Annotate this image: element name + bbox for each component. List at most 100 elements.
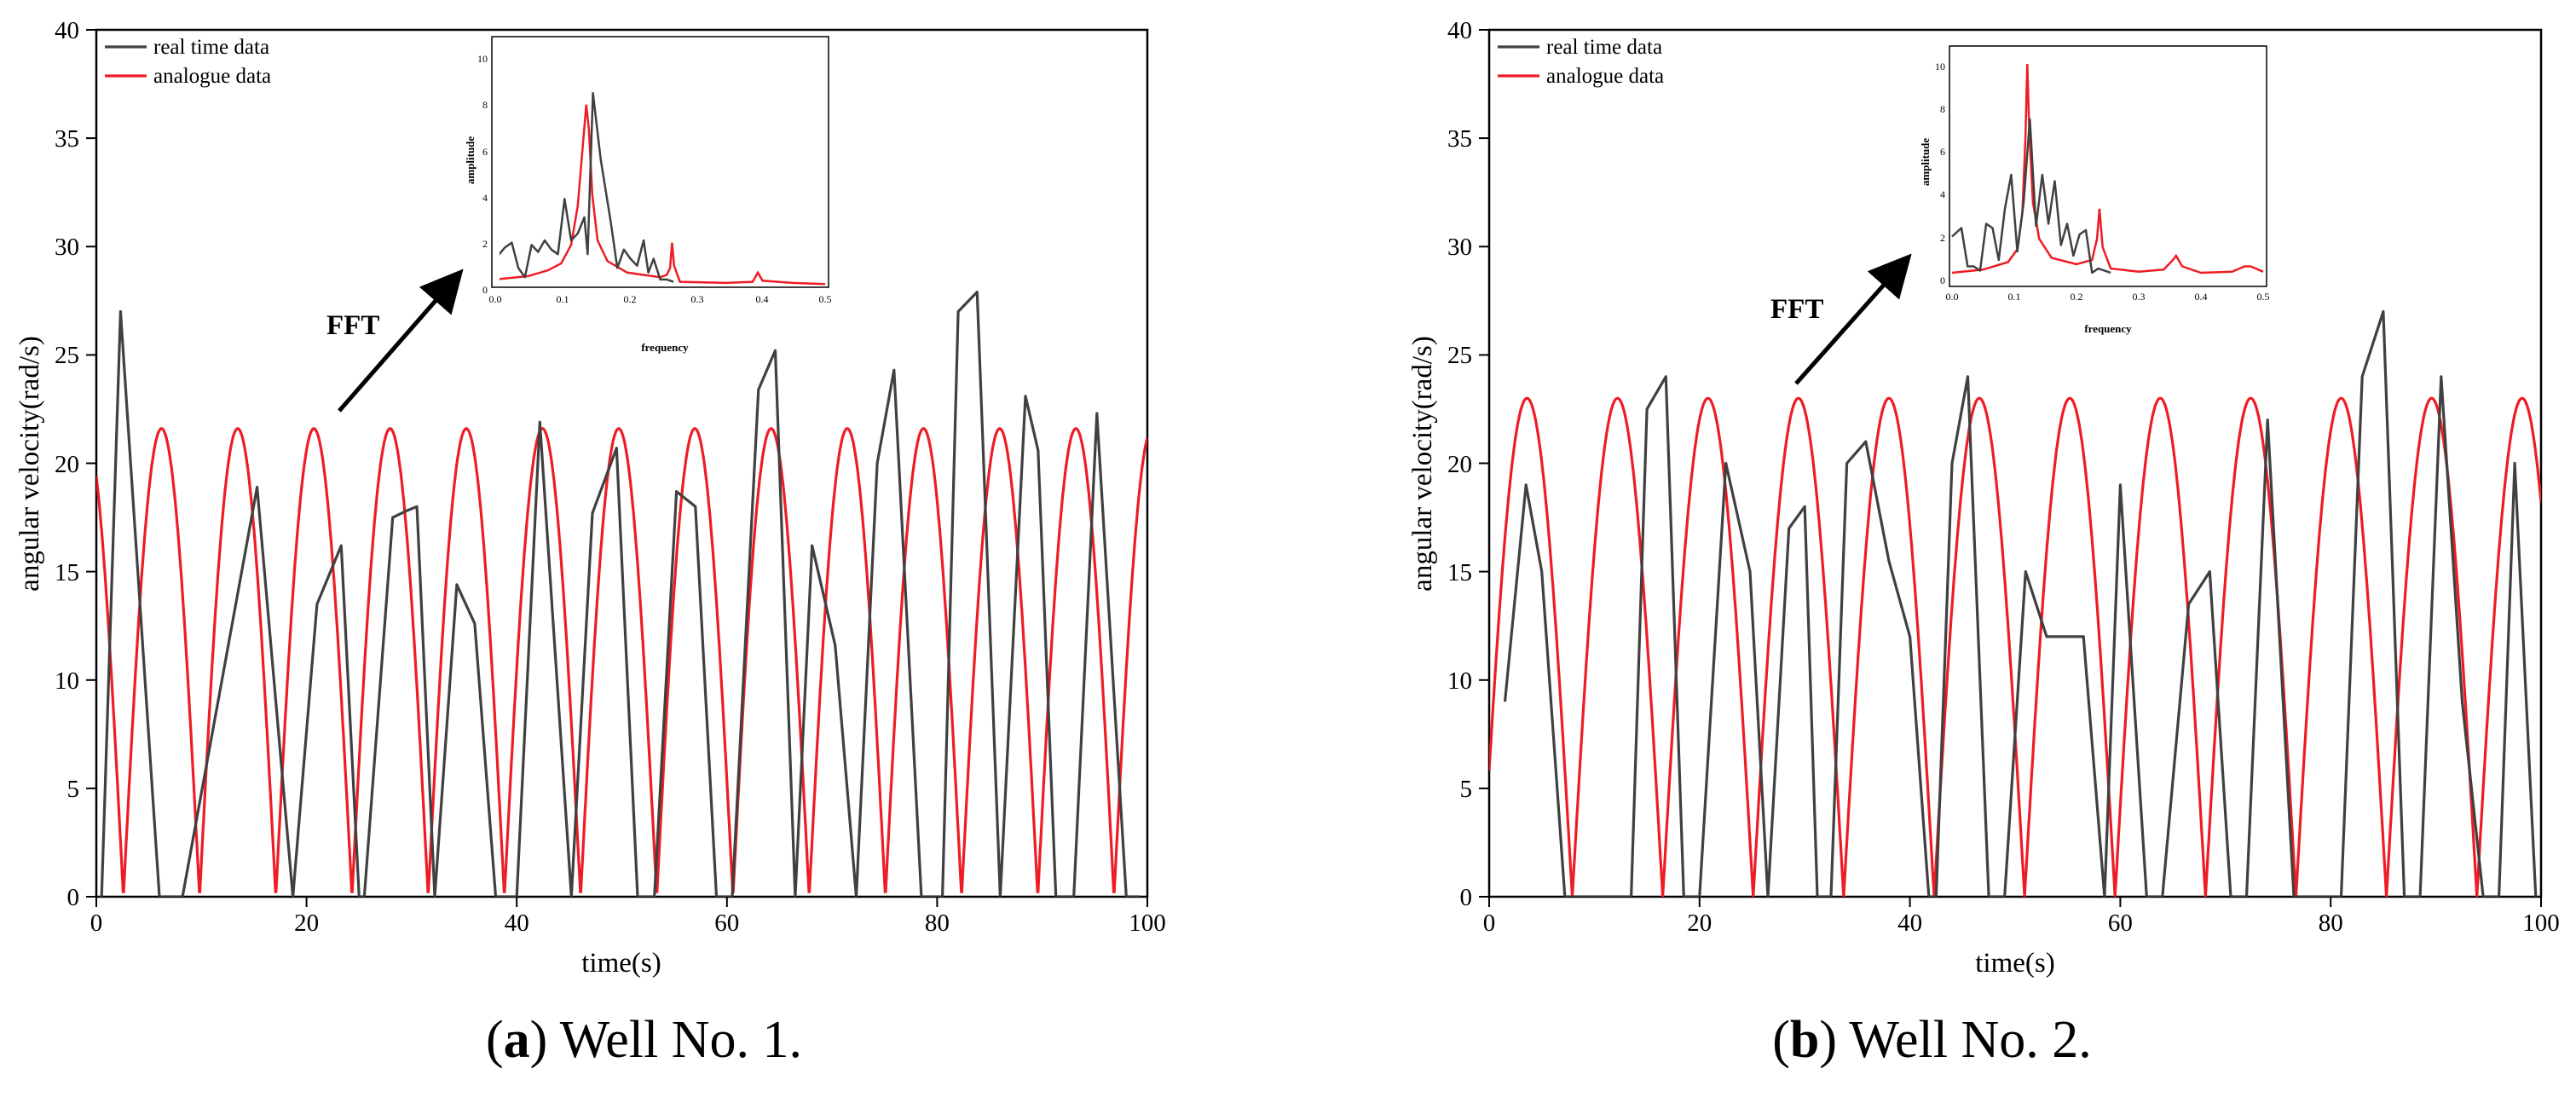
inset-x-tick-label: 0.2 xyxy=(624,293,637,305)
inset-y-tick-label: 4 xyxy=(482,192,488,204)
y-tick-label: 20 xyxy=(1447,451,1472,478)
series-real-time-line xyxy=(1503,309,2538,897)
legend-label-real-time: real time data xyxy=(153,36,269,59)
x-tick-label: 0 xyxy=(90,910,103,937)
legend: real time data analogue data xyxy=(105,36,271,88)
caption-letter: a xyxy=(503,1011,530,1069)
legend: real time data analogue data xyxy=(1498,36,1664,88)
inset-frame xyxy=(491,36,829,288)
fft-arrow xyxy=(338,269,464,413)
inset-x-axis-title: frequency xyxy=(641,341,689,354)
inset-frame xyxy=(1949,45,2267,287)
inset-y-tick-label: 8 xyxy=(1940,103,1945,115)
y-axis: 0 5 10 15 20 25 30 35 40 xyxy=(1447,17,1489,911)
inset-x-tick-label: 0.2 xyxy=(2071,291,2083,303)
x-tick-label: 80 xyxy=(925,910,950,937)
inset-x-axis-title: frequency xyxy=(2084,322,2132,335)
legend-label-analogue: analogue data xyxy=(1546,65,1664,88)
inset-y-tick-label: 0 xyxy=(1940,274,1945,286)
x-tick-label: 80 xyxy=(2319,910,2343,937)
y-tick-label: 15 xyxy=(55,559,79,586)
inset-series-real-time xyxy=(1951,118,2111,274)
series-analogue-line xyxy=(96,427,1147,893)
inset-x-tick-label: 0.3 xyxy=(2133,291,2146,303)
x-axis: 0 20 40 60 80 100 xyxy=(90,897,1166,937)
y-tick-label: 35 xyxy=(55,125,79,153)
y-tick-label: 15 xyxy=(1447,559,1472,586)
inset-x-axis: 0.0 0.1 0.2 0.3 0.4 0.5 xyxy=(489,293,832,305)
chart-well-1: 0 5 10 15 20 25 30 35 40 0 20 40 60 80 1… xyxy=(14,17,1166,979)
inset-x-tick-label: 0.0 xyxy=(1946,291,1959,303)
legend-label-analogue: analogue data xyxy=(153,65,271,88)
inset-fft-chart: 0 2 4 6 8 10 0.0 0.1 0.2 0.3 0.4 0.5 fre… xyxy=(1919,45,2270,335)
x-tick-label: 0 xyxy=(1483,910,1496,937)
inset-y-tick-label: 10 xyxy=(477,53,488,65)
x-tick-label: 20 xyxy=(294,910,319,937)
inset-x-tick-label: 0.5 xyxy=(819,293,832,305)
caption-well-1: (a) Well No. 1. xyxy=(486,1011,802,1069)
y-tick-label: 5 xyxy=(1460,776,1473,803)
inset-x-tick-label: 0.0 xyxy=(489,293,502,305)
inset-y-tick-label: 10 xyxy=(1935,61,1945,72)
y-tick-label: 40 xyxy=(1447,17,1472,44)
inset-y-axis: 0 2 4 6 8 10 xyxy=(1935,61,1945,286)
y-axis-title: angular velocity(rad/s) xyxy=(14,336,45,592)
inset-y-tick-label: 4 xyxy=(1940,188,1945,200)
y-axis-title: angular velocity(rad/s) xyxy=(1407,336,1438,592)
inset-x-tick-label: 0.1 xyxy=(2008,291,2021,303)
inset-y-tick-label: 2 xyxy=(1940,232,1945,244)
x-tick-label: 100 xyxy=(2522,910,2560,937)
y-tick-label: 35 xyxy=(1447,125,1472,153)
fft-annotation-label: FFT xyxy=(1770,294,1823,325)
inset-y-tick-label: 2 xyxy=(482,238,488,250)
inset-y-tick-label: 0 xyxy=(482,284,488,296)
y-tick-label: 25 xyxy=(1447,342,1472,369)
inset-y-axis: 0 2 4 6 8 10 xyxy=(477,53,488,296)
y-tick-label: 20 xyxy=(55,451,79,478)
fft-annotation-label: FFT xyxy=(326,310,379,341)
series-analogue-line xyxy=(1489,396,2541,897)
x-axis-title: time(s) xyxy=(581,948,661,979)
inset-x-tick-label: 0.4 xyxy=(2195,291,2208,303)
inset-y-axis-title: amplitude xyxy=(464,136,477,185)
y-tick-label: 30 xyxy=(55,234,79,261)
inset-x-tick-label: 0.3 xyxy=(691,293,704,305)
series-real-time-line xyxy=(100,291,1141,897)
inset-x-tick-label: 0.1 xyxy=(557,293,569,305)
panel-well-1: 0 5 10 15 20 25 30 35 40 0 20 40 60 80 1… xyxy=(14,17,1166,1069)
caption-letter: b xyxy=(1789,1011,1820,1069)
y-tick-label: 40 xyxy=(55,17,79,44)
x-tick-label: 60 xyxy=(714,910,739,937)
chart-well-2: 0 5 10 15 20 25 30 35 40 0 20 40 60 80 1… xyxy=(1407,17,2560,979)
y-tick-label: 25 xyxy=(55,342,79,369)
inset-y-tick-label: 6 xyxy=(482,146,488,158)
inset-series-real-time xyxy=(500,91,674,283)
y-tick-label: 5 xyxy=(67,776,80,803)
x-tick-label: 40 xyxy=(1897,910,1922,937)
y-tick-label: 0 xyxy=(67,884,80,911)
fft-arrow xyxy=(1794,253,1912,385)
inset-y-tick-label: 8 xyxy=(482,99,488,111)
panel-well-2: 0 5 10 15 20 25 30 35 40 0 20 40 60 80 1… xyxy=(1288,0,2576,1103)
inset-y-axis-title: amplitude xyxy=(1919,138,1932,187)
caption-well-2: (b) Well No. 2. xyxy=(1772,1011,2092,1069)
x-axis-title: time(s) xyxy=(1975,948,2054,979)
inset-x-tick-label: 0.4 xyxy=(756,293,769,305)
y-tick-label: 0 xyxy=(1460,884,1473,911)
inset-x-tick-label: 0.5 xyxy=(2257,291,2270,303)
inset-series-analogue xyxy=(500,104,826,286)
x-tick-label: 20 xyxy=(1687,910,1712,937)
y-axis: 0 5 10 15 20 25 30 35 40 xyxy=(55,17,96,911)
caption-text: Well No. 1. xyxy=(559,1011,802,1069)
x-tick-label: 60 xyxy=(2108,910,2133,937)
x-tick-label: 100 xyxy=(1129,910,1166,937)
y-tick-label: 10 xyxy=(1447,667,1472,695)
y-tick-label: 10 xyxy=(55,667,79,695)
inset-series-analogue xyxy=(1951,63,2264,274)
y-tick-label: 30 xyxy=(1447,234,1472,261)
legend-label-real-time: real time data xyxy=(1546,36,1662,59)
caption-text: Well No. 2. xyxy=(1849,1011,2092,1069)
x-tick-label: 40 xyxy=(505,910,529,937)
inset-y-tick-label: 6 xyxy=(1940,146,1945,158)
inset-fft-chart: 0 2 4 6 8 10 0.0 0.1 0.2 0.3 0.4 0.5 fre… xyxy=(464,36,832,354)
